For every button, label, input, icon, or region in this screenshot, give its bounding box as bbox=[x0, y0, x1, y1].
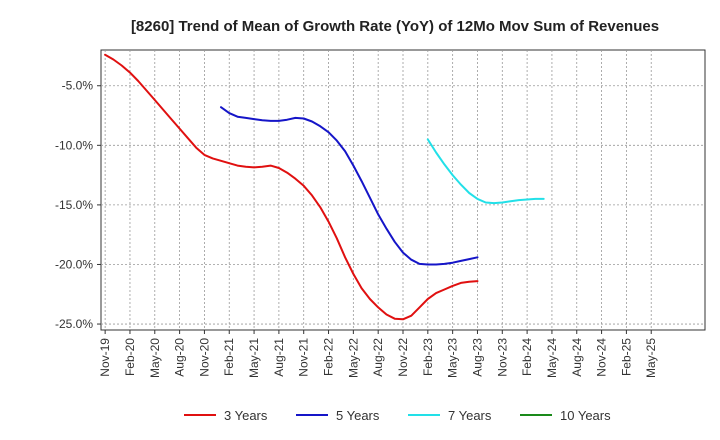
legend-label: 7 Years bbox=[448, 408, 492, 423]
legend-label: 10 Years bbox=[560, 408, 611, 423]
x-tick-label: May-24 bbox=[545, 338, 559, 378]
x-tick-label: May-20 bbox=[148, 338, 162, 378]
series-line-7-years bbox=[426, 138, 545, 205]
y-tick-label: -10.0% bbox=[55, 138, 93, 152]
x-tick-label: Aug-21 bbox=[272, 338, 286, 377]
x-tick-label: Nov-20 bbox=[197, 338, 211, 377]
y-tick-label: -25.0% bbox=[55, 317, 93, 331]
x-tick-label: May-23 bbox=[446, 338, 460, 378]
x-tick-label: May-22 bbox=[346, 338, 360, 378]
x-tick-label: Nov-21 bbox=[297, 338, 311, 377]
series-line-5-years bbox=[220, 106, 479, 266]
x-tick-label: Nov-22 bbox=[396, 338, 410, 377]
legend: 3 Years 5 Years 7 Years 10 Years bbox=[184, 408, 611, 423]
x-tick-label: May-25 bbox=[644, 338, 658, 378]
x-tick-label: Feb-22 bbox=[322, 338, 336, 376]
grid-lines bbox=[101, 50, 705, 330]
chart-title: [8260] Trend of Mean of Growth Rate (YoY… bbox=[131, 18, 659, 35]
legend-label: 5 Years bbox=[336, 408, 380, 423]
y-tick-label: -5.0% bbox=[62, 79, 94, 93]
x-tick-label: Nov-24 bbox=[595, 338, 609, 377]
x-tick-label: Feb-24 bbox=[520, 338, 534, 376]
x-tick-label: Nov-19 bbox=[98, 338, 112, 377]
series-line-3-years bbox=[104, 53, 479, 321]
x-tick-label: Nov-23 bbox=[495, 338, 509, 377]
y-tick-label: -15.0% bbox=[55, 198, 93, 212]
legend-label: 3 Years bbox=[224, 408, 268, 423]
x-tick-label: Aug-24 bbox=[570, 338, 584, 377]
y-axis: -5.0% -10.0% -15.0% -20.0% -25.0% bbox=[55, 79, 101, 331]
x-tick-label: Aug-23 bbox=[470, 338, 484, 377]
x-tick-label: Feb-20 bbox=[123, 338, 137, 376]
x-tick-label: Aug-22 bbox=[371, 338, 385, 377]
series-lines bbox=[104, 53, 545, 321]
x-tick-label: Feb-25 bbox=[619, 338, 633, 376]
x-axis: Nov-19 Feb-20 May-20 Aug-20 Nov-20 Feb-21 May-… bbox=[98, 330, 658, 378]
x-tick-label: Feb-21 bbox=[222, 338, 236, 376]
x-tick-label: Aug-20 bbox=[173, 338, 187, 377]
x-tick-label: May-21 bbox=[247, 338, 261, 378]
y-tick-label: -20.0% bbox=[55, 257, 93, 271]
x-tick-label: Feb-23 bbox=[421, 338, 435, 376]
